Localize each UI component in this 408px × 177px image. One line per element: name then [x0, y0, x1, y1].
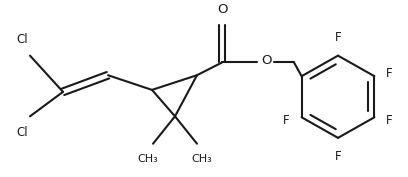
Text: F: F — [335, 150, 341, 163]
Text: F: F — [386, 67, 393, 80]
Text: F: F — [283, 114, 290, 127]
Text: Cl: Cl — [16, 33, 28, 46]
Text: O: O — [217, 2, 227, 16]
Text: F: F — [386, 114, 393, 127]
Text: CH₃: CH₃ — [192, 153, 213, 164]
Text: CH₃: CH₃ — [137, 153, 158, 164]
Text: Cl: Cl — [16, 126, 28, 139]
Text: O: O — [262, 54, 272, 67]
Text: F: F — [335, 31, 341, 44]
